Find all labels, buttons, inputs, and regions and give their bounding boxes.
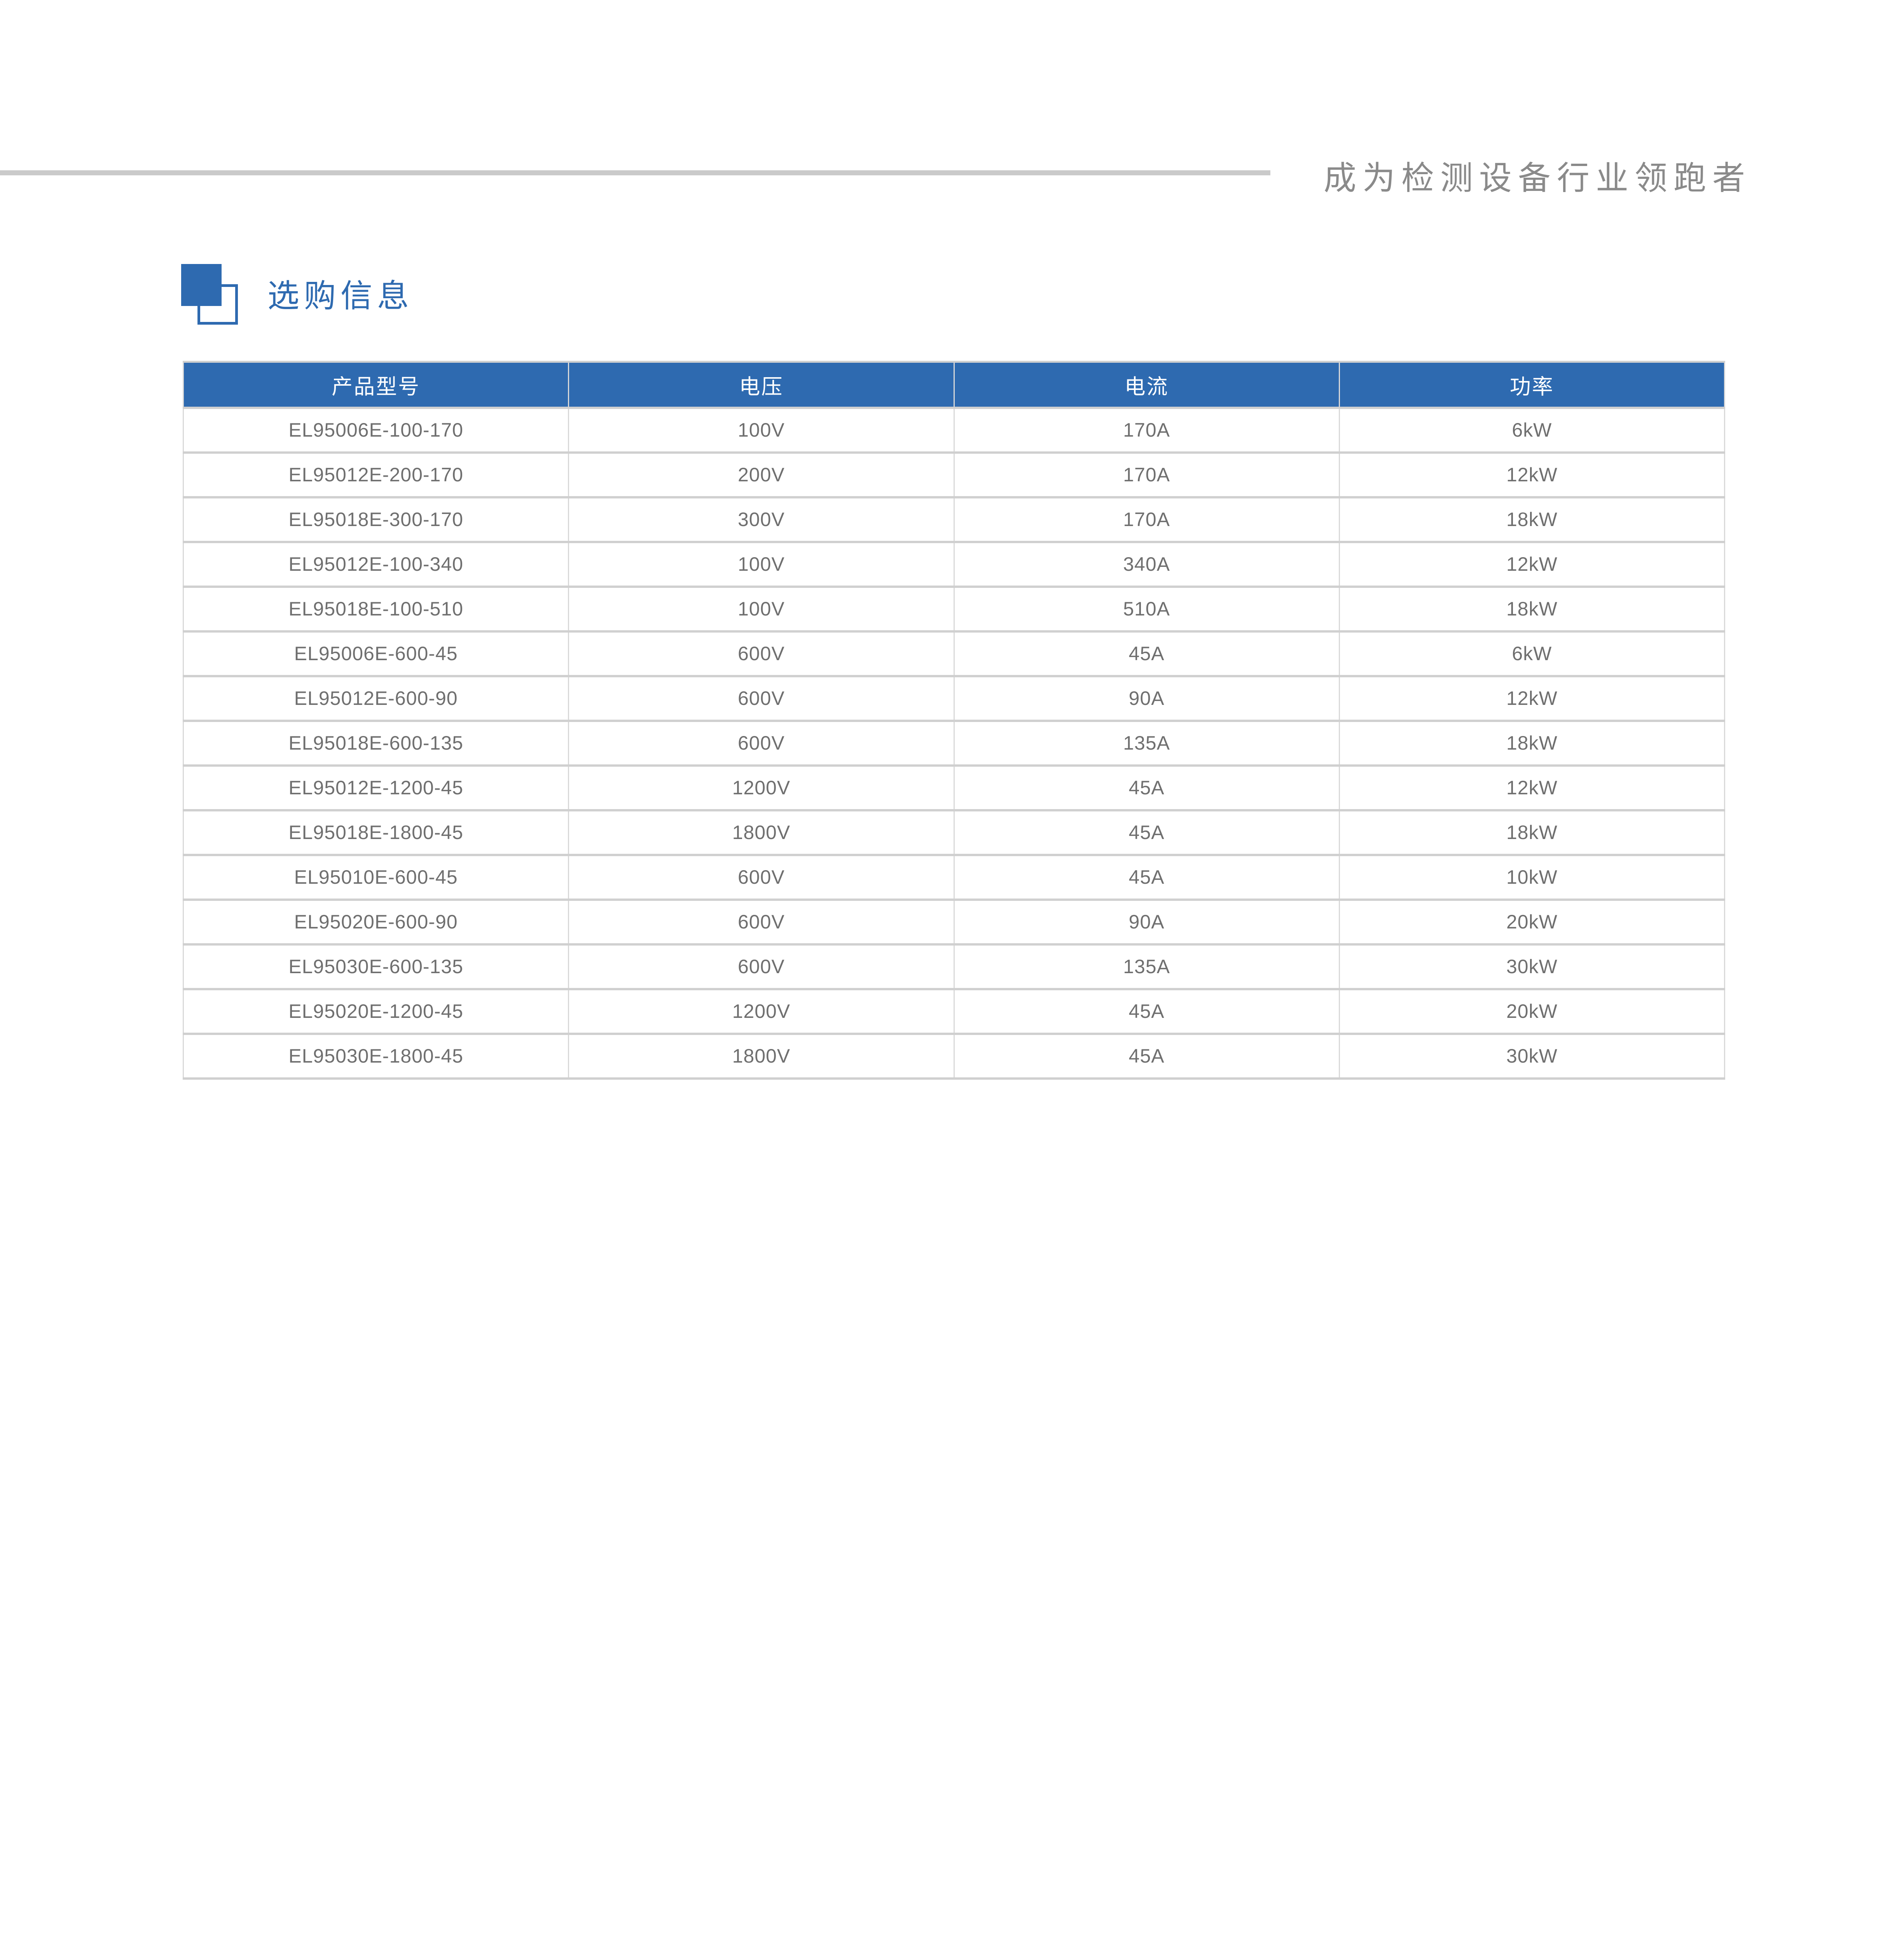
table-cell: 200V (568, 451, 955, 498)
table-cell: 135A (953, 719, 1340, 767)
table-cell: 90A (953, 675, 1340, 722)
table-row: EL95018E-100-510 100V 510A 18kW (182, 585, 1726, 633)
table-cell: 20kW (1338, 898, 1726, 946)
table-cell: 100V (568, 540, 955, 588)
table-cell: 170A (953, 406, 1340, 454)
table-cell: 45A (953, 853, 1340, 901)
product-table-body: EL95006E-100-170 100V 170A 6kW EL95012E-200-… (182, 406, 1726, 1080)
table-cell: 18kW (1338, 809, 1726, 856)
table-cell: 600V (568, 719, 955, 767)
icon-filled-square (181, 264, 222, 306)
table-row: EL95006E-600-45 600V 45A 6kW (182, 630, 1726, 677)
table-cell: EL95018E-600-135 (182, 719, 569, 767)
table-cell: 600V (568, 898, 955, 946)
table-cell: 18kW (1338, 585, 1726, 633)
table-row: EL95030E-1800-45 1800V 45A 30kW (182, 1032, 1726, 1080)
table-cell: 170A (953, 451, 1340, 498)
table-cell: 18kW (1338, 719, 1726, 767)
table-cell: EL95006E-600-45 (182, 630, 569, 677)
table-row: EL95020E-1200-45 1200V 45A 20kW (182, 988, 1726, 1035)
table-row: EL95012E-200-170 200V 170A 12kW (182, 451, 1726, 498)
table-cell: 6kW (1338, 406, 1726, 454)
table-cell: 90A (953, 898, 1340, 946)
table-cell: EL95018E-1800-45 (182, 809, 569, 856)
page-slogan: 成为检测设备行业领跑者 (1323, 160, 1751, 196)
table-cell: 10kW (1338, 853, 1726, 901)
table-row: EL95020E-600-90 600V 90A 20kW (182, 898, 1726, 946)
table-cell: 1800V (568, 1032, 955, 1080)
table-cell: 30kW (1338, 943, 1726, 990)
table-row: EL95012E-1200-45 1200V 45A 12kW (182, 764, 1726, 811)
table-cell: 45A (953, 1032, 1340, 1080)
table-cell: EL95012E-200-170 (182, 451, 569, 498)
table-cell: 600V (568, 943, 955, 990)
table-cell: EL95010E-600-45 (182, 853, 569, 901)
table-cell: 1800V (568, 809, 955, 856)
table-cell: 6kW (1338, 630, 1726, 677)
table-cell: 100V (568, 585, 955, 633)
table-cell: 600V (568, 853, 955, 901)
table-cell: 340A (953, 540, 1340, 588)
table-cell: 135A (953, 943, 1340, 990)
section-icon (181, 264, 239, 326)
column-header-power: 功率 (1338, 361, 1726, 409)
product-table: 产品型号 电压 电流 功率 EL95006E-100-170 100V 170A 6k… (182, 361, 1726, 1080)
table-cell: 18kW (1338, 496, 1726, 543)
table-row: EL95012E-100-340 100V 340A 12kW (182, 540, 1726, 588)
product-table-head: 产品型号 电压 电流 功率 (182, 361, 1726, 409)
table-cell: EL95030E-1800-45 (182, 1032, 569, 1080)
table-row: EL95030E-600-135 600V 135A 30kW (182, 943, 1726, 990)
table-cell: 30kW (1338, 1032, 1726, 1080)
table-cell: EL95012E-1200-45 (182, 764, 569, 811)
column-header-voltage: 电压 (568, 361, 955, 409)
table-cell: 45A (953, 764, 1340, 811)
table-cell: 12kW (1338, 451, 1726, 498)
table-cell: 12kW (1338, 764, 1726, 811)
table-cell: 510A (953, 585, 1340, 633)
table-cell: EL95012E-100-340 (182, 540, 569, 588)
table-cell: EL95020E-600-90 (182, 898, 569, 946)
table-row: EL95018E-600-135 600V 135A 18kW (182, 719, 1726, 767)
header-rule (0, 170, 1270, 175)
table-row: EL95010E-600-45 600V 45A 10kW (182, 853, 1726, 901)
table-cell: 600V (568, 675, 955, 722)
table-cell: EL95012E-600-90 (182, 675, 569, 722)
table-cell: 45A (953, 988, 1340, 1035)
table-cell: 45A (953, 809, 1340, 856)
table-row: EL95006E-100-170 100V 170A 6kW (182, 406, 1726, 454)
product-table-container: 产品型号 电压 电流 功率 EL95006E-100-170 100V 170A 6k… (182, 361, 1726, 1080)
table-row: EL95018E-1800-45 1800V 45A 18kW (182, 809, 1726, 856)
table-cell: 12kW (1338, 540, 1726, 588)
table-cell: 170A (953, 496, 1340, 543)
table-cell: 1200V (568, 988, 955, 1035)
table-cell: EL95018E-300-170 (182, 496, 569, 543)
table-cell: 45A (953, 630, 1340, 677)
table-row: EL95012E-600-90 600V 90A 12kW (182, 675, 1726, 722)
table-cell: 600V (568, 630, 955, 677)
column-header-model: 产品型号 (182, 361, 569, 409)
table-cell: 300V (568, 496, 955, 543)
section-title: 选购信息 (267, 278, 414, 314)
header-row: 产品型号 电压 电流 功率 (182, 361, 1726, 409)
table-cell: EL95030E-600-135 (182, 943, 569, 990)
table-cell: EL95020E-1200-45 (182, 988, 569, 1035)
table-row: EL95018E-300-170 300V 170A 18kW (182, 496, 1726, 543)
table-cell: 1200V (568, 764, 955, 811)
table-cell: 20kW (1338, 988, 1726, 1035)
table-cell: EL95006E-100-170 (182, 406, 569, 454)
table-cell: EL95018E-100-510 (182, 585, 569, 633)
table-cell: 12kW (1338, 675, 1726, 722)
table-cell: 100V (568, 406, 955, 454)
column-header-current: 电流 (953, 361, 1340, 409)
